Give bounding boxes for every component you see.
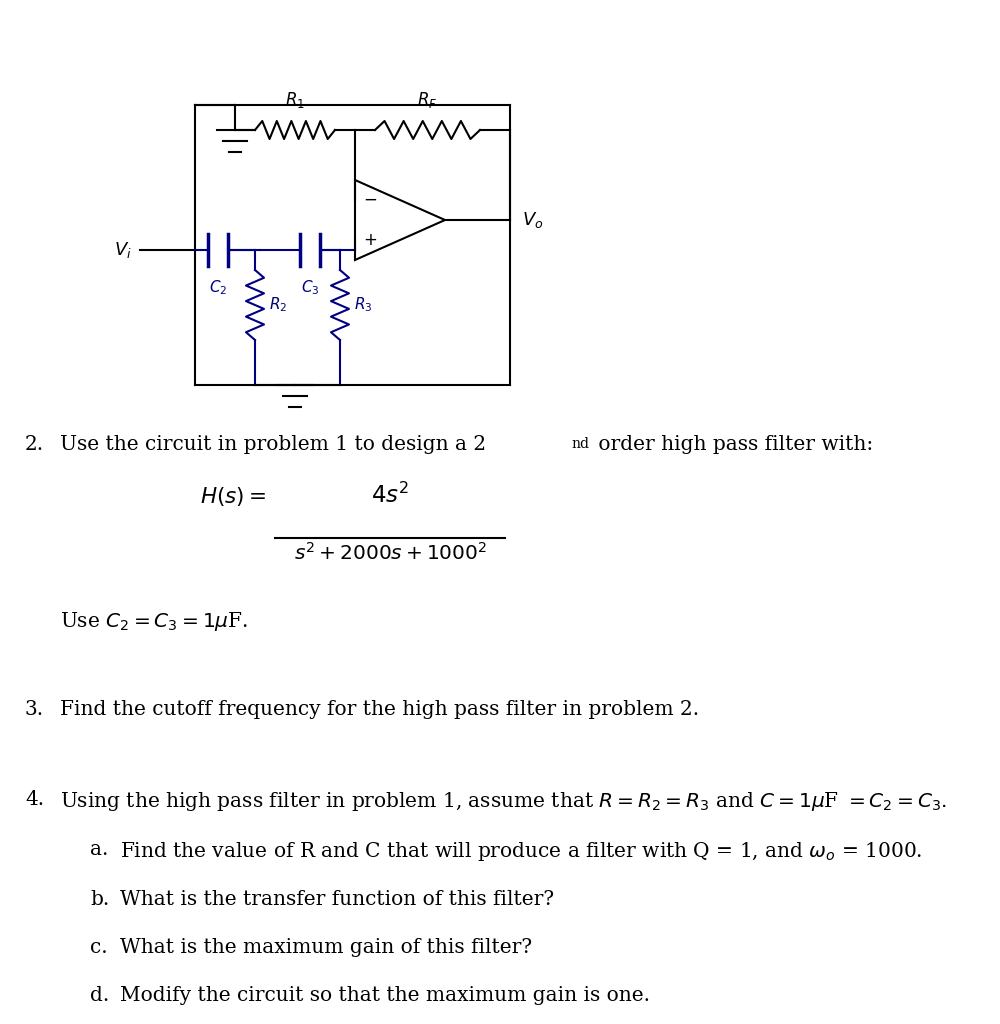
Text: +: + <box>363 231 377 249</box>
Text: b.: b. <box>90 890 109 909</box>
Text: order high pass filter with:: order high pass filter with: <box>592 435 873 454</box>
Text: $4s^2$: $4s^2$ <box>371 482 409 508</box>
Text: What is the transfer function of this filter?: What is the transfer function of this fi… <box>120 890 554 909</box>
Text: $R_1$: $R_1$ <box>285 90 305 110</box>
Text: $C_2$: $C_2$ <box>209 278 227 297</box>
Text: c.: c. <box>90 938 108 957</box>
Text: Find the cutoff frequency for the high pass filter in problem 2.: Find the cutoff frequency for the high p… <box>60 700 699 719</box>
Text: $R_3$: $R_3$ <box>354 296 372 314</box>
Text: d.: d. <box>90 986 109 1005</box>
Text: $C_3$: $C_3$ <box>301 278 319 297</box>
Text: 2.: 2. <box>25 435 44 454</box>
Text: $R_2$: $R_2$ <box>269 296 287 314</box>
Text: Modify the circuit so that the maximum gain is one.: Modify the circuit so that the maximum g… <box>120 986 650 1005</box>
Text: 4.: 4. <box>25 790 44 809</box>
Text: a.: a. <box>90 840 108 859</box>
Text: What is the maximum gain of this filter?: What is the maximum gain of this filter? <box>120 938 532 957</box>
Text: $s^2 + 2000s + 1000^2$: $s^2 + 2000s + 1000^2$ <box>294 542 486 564</box>
Text: Use $C_2 = C_3 = 1\mu$F.: Use $C_2 = C_3 = 1\mu$F. <box>60 610 248 633</box>
Text: Using the high pass filter in problem 1, assume that $R = R_2 = R_3$ and $C = 1\: Using the high pass filter in problem 1,… <box>60 790 947 813</box>
Text: $H(s) =$: $H(s) =$ <box>200 485 266 508</box>
Text: Find the value of R and C that will produce a filter with Q = 1, and $\omega_o$ : Find the value of R and C that will prod… <box>120 840 922 863</box>
Text: 3.: 3. <box>25 700 44 719</box>
Text: nd: nd <box>571 437 589 451</box>
Text: Use the circuit in problem 1 to design a 2: Use the circuit in problem 1 to design a… <box>60 435 486 454</box>
Text: $R_F$: $R_F$ <box>417 90 437 110</box>
Text: $V_o$: $V_o$ <box>522 210 543 230</box>
Text: −: − <box>363 191 377 209</box>
Text: $V_i$: $V_i$ <box>114 240 132 260</box>
